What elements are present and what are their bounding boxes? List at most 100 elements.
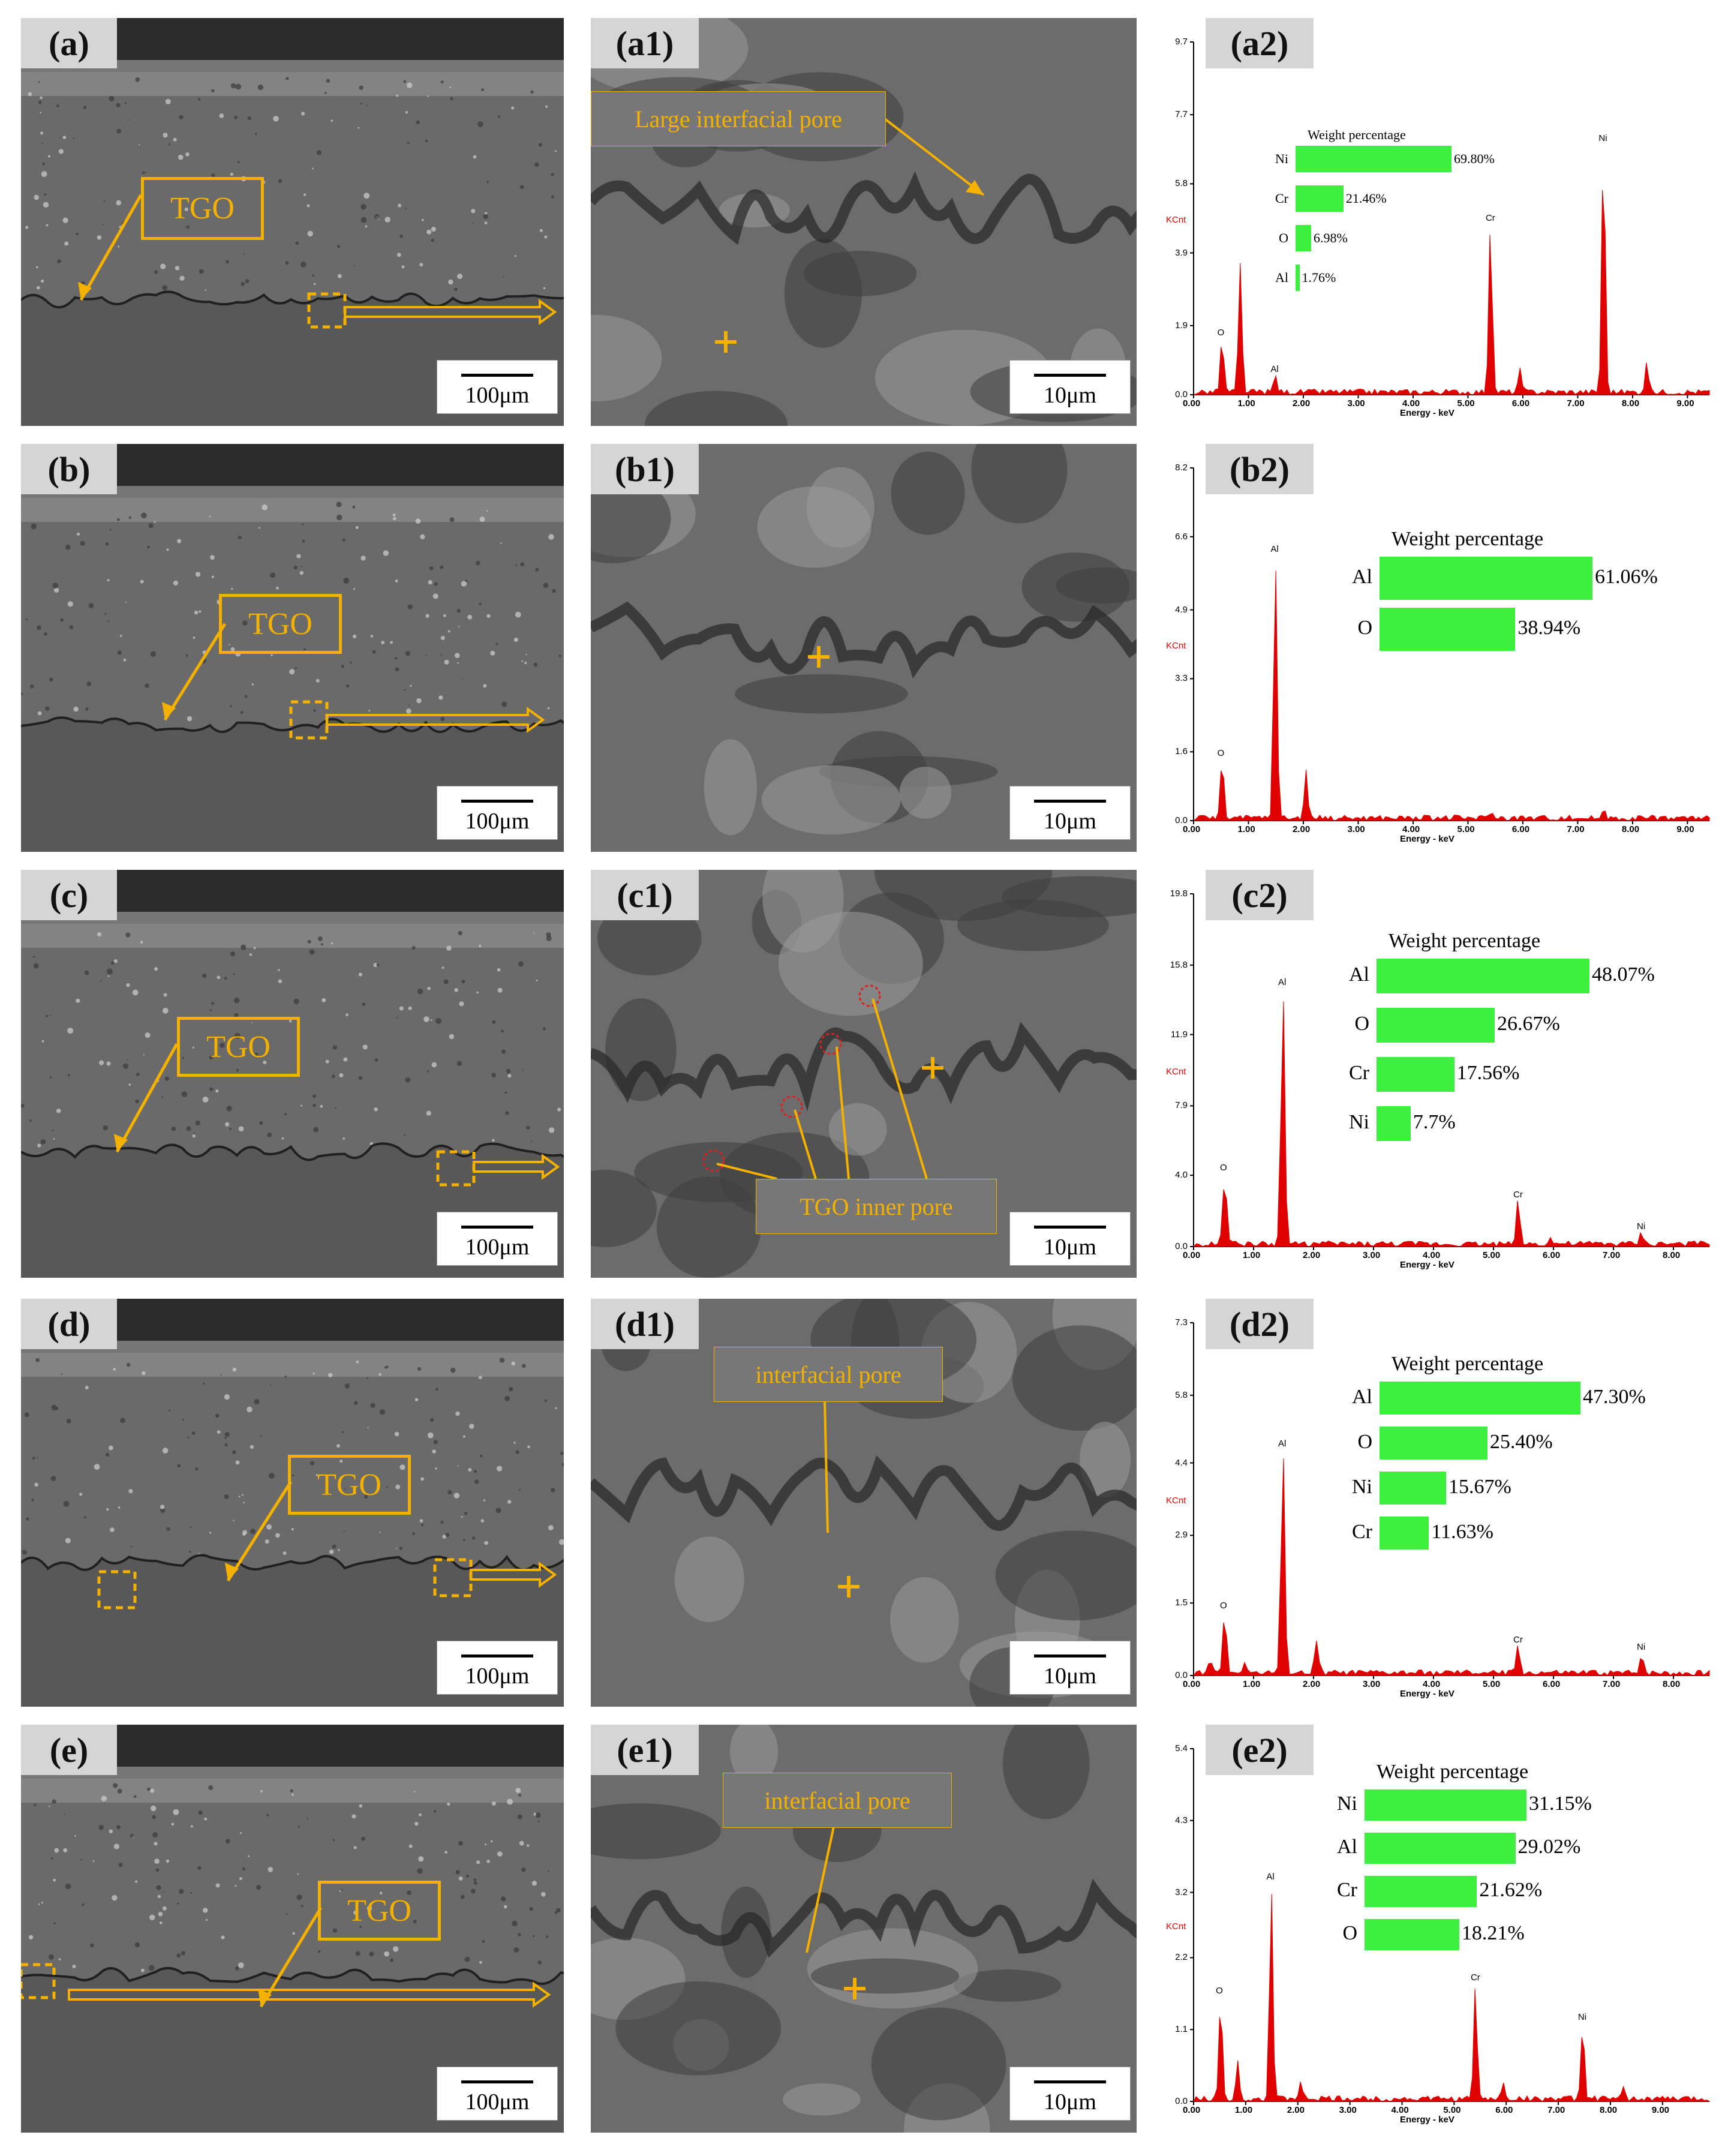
x-tick-label: 7.00	[1603, 1250, 1621, 1260]
zoom-image: (b1) 10μm	[591, 444, 1137, 852]
scale-bar: 10μm	[1009, 786, 1131, 840]
x-tick-label: 0.00	[1183, 398, 1201, 409]
callout-label: Large interfacial pore	[591, 91, 886, 146]
scale-bar-text: 10μm	[1044, 383, 1096, 408]
callout-label: TGO inner pore	[756, 1179, 997, 1234]
y-tick-label: 4.4	[1175, 1457, 1188, 1468]
x-tick-label: 2.00	[1303, 1679, 1321, 1689]
callout-arrow	[836, 1046, 850, 1179]
texture-blob	[704, 739, 758, 836]
x-tick-label: 6.00	[1543, 1250, 1561, 1260]
scale-bar-line	[1034, 374, 1106, 377]
scale-bar-line	[461, 2080, 533, 2083]
substrate	[21, 292, 564, 426]
panel-label: (e1)	[591, 1725, 699, 1775]
sem-image: (e) TGO 100μm	[21, 1725, 564, 2133]
weight-bar	[1365, 1918, 1459, 1950]
x-tick-label: 6.00	[1543, 1679, 1561, 1689]
x-tick-label: 3.00	[1339, 2105, 1357, 2115]
x-tick-label: 2.00	[1303, 1250, 1321, 1260]
peak-label: O	[1220, 1163, 1227, 1173]
scale-bar: 100μm	[437, 2067, 558, 2121]
x-tick-label: 4.00	[1391, 2105, 1409, 2115]
x-axis-label: Energy - keV	[1400, 408, 1454, 418]
scale-bar-text: 10μm	[1044, 2089, 1096, 2115]
sem-image: (a) TGO 100μm	[21, 18, 564, 426]
scale-bar: 10μm	[1009, 2067, 1131, 2121]
panel-label: (a)	[21, 18, 117, 68]
y-tick-label: 2.9	[1175, 1530, 1188, 1541]
x-tick-label: 1.00	[1243, 1250, 1261, 1260]
peak-label: O	[1220, 1601, 1227, 1611]
element-label: Al	[1275, 269, 1288, 285]
y-tick-label: 7.3	[1175, 1317, 1188, 1328]
spectrum-series	[1193, 190, 1710, 395]
weight-bar	[1380, 556, 1592, 600]
x-tick-label: 6.00	[1511, 398, 1530, 409]
peak-label: O	[1216, 1986, 1223, 1996]
peak-label: Cr	[1470, 1972, 1480, 1983]
y-tick-label: 4.3	[1175, 1815, 1188, 1825]
y-tick-label: 1.1	[1175, 2024, 1188, 2035]
tgo-arrow	[115, 1043, 179, 1153]
scale-bar-line	[1034, 800, 1106, 803]
x-tick-label: 5.00	[1483, 1250, 1501, 1260]
substrate	[21, 1555, 564, 1707]
texture-blob	[591, 1169, 657, 1247]
y-tick-label: 7.7	[1175, 109, 1188, 120]
texture-blob	[891, 452, 965, 535]
texture-blob	[1002, 1725, 1090, 1819]
zoom-region-box	[97, 1570, 137, 1610]
element-label: Ni	[1352, 1475, 1372, 1498]
element-label: Ni	[1349, 1111, 1369, 1134]
scale-bar-line	[1034, 1654, 1106, 1657]
weight-bar	[1296, 185, 1344, 212]
spectrum-series	[1192, 1458, 1710, 1676]
x-axis-label: Energy - keV	[1400, 1689, 1454, 1699]
weight-bar	[1296, 145, 1451, 172]
scale-bar-line	[461, 374, 533, 377]
weight-bar	[1380, 1516, 1429, 1550]
tgo-line	[21, 1554, 564, 1571]
texture-blob	[899, 767, 952, 819]
scale-bar-text: 10μm	[1044, 809, 1096, 834]
x-tick-label: 1.00	[1243, 1679, 1261, 1689]
weight-value: 21.62%	[1479, 1879, 1543, 1902]
callout-arrow	[883, 118, 985, 196]
weight-bar	[1365, 1832, 1516, 1864]
scale-bar: 100μm	[437, 786, 558, 840]
x-tick-label: 6.00	[1511, 824, 1530, 834]
tgo-line	[21, 1966, 564, 1985]
callout-arrow	[716, 1163, 777, 1180]
weight-bar	[1380, 1381, 1580, 1415]
texture-blob	[1080, 1422, 1131, 1498]
zoom-image: (a1) 10μm Large interfacial pore	[591, 18, 1137, 426]
y-axis-label: KCnt	[1166, 1067, 1186, 1077]
tgo-line	[21, 290, 564, 309]
texture-blob	[674, 1536, 744, 1622]
x-axis-label: Energy - keV	[1400, 2115, 1454, 2125]
peak-label: Cr	[1485, 213, 1495, 224]
scale-bar: 10μm	[1009, 1641, 1131, 1695]
weight-bar	[1296, 224, 1311, 251]
scale-bar-text: 10μm	[1044, 1663, 1096, 1689]
texture-blob	[784, 239, 862, 348]
weight-percentage-title: Weight percentage	[1377, 1761, 1529, 1783]
y-tick-label: 5.8	[1175, 1389, 1188, 1400]
x-tick-label: 7.00	[1567, 824, 1585, 834]
weight-value: 61.06%	[1595, 566, 1658, 588]
y-tick-label: 5.4	[1175, 1743, 1188, 1753]
element-label: Cr	[1275, 190, 1288, 206]
y-tick-label: 1.5	[1175, 1598, 1188, 1608]
texture-blob	[761, 765, 901, 835]
x-tick-label: 5.00	[1457, 398, 1475, 409]
weight-percentage-title: Weight percentage	[1392, 1353, 1544, 1375]
panel-label: (b1)	[591, 444, 699, 494]
peak-label: Cr	[1513, 1189, 1523, 1200]
x-tick-label: 9.00	[1676, 398, 1694, 409]
element-label: O	[1354, 1013, 1369, 1035]
texture-blob	[735, 674, 908, 714]
pore-circle	[819, 1032, 842, 1055]
weight-bar	[1377, 1007, 1495, 1043]
weight-bar	[1380, 1426, 1487, 1460]
